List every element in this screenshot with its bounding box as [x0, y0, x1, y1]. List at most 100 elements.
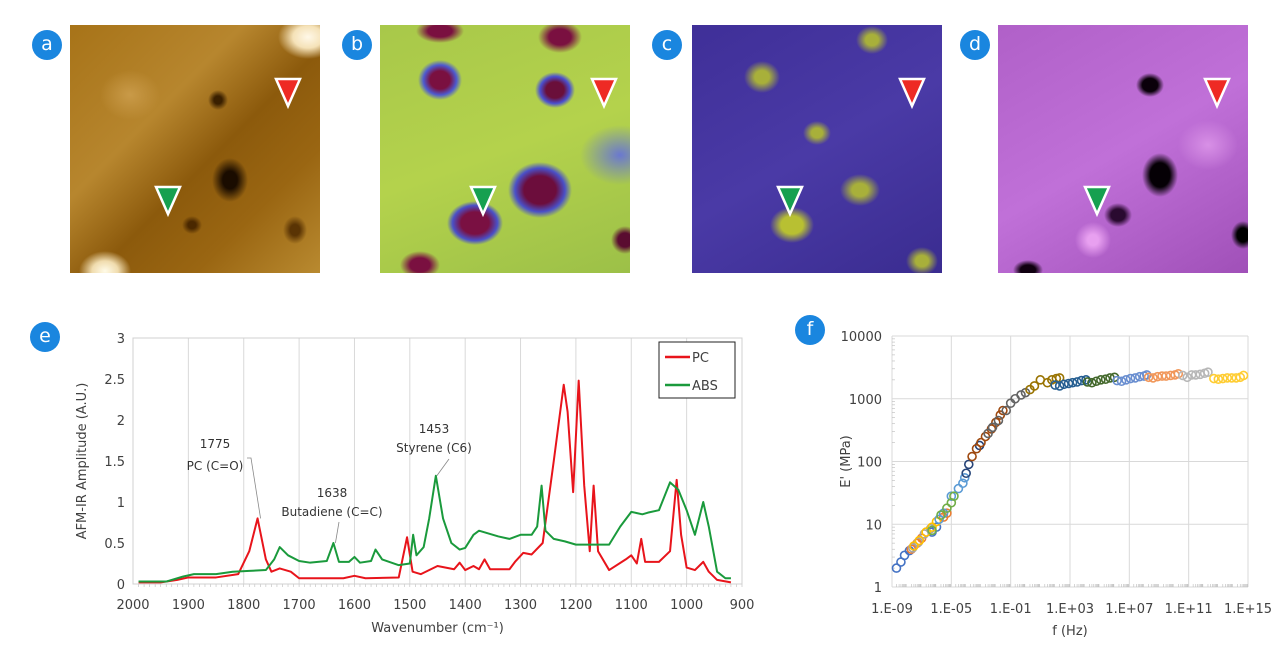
- e-ytick-label: 2: [117, 414, 125, 429]
- e-y-axis-label: AFM-IR Amplitude (A.U.): [75, 383, 90, 540]
- afm-ir-map-c: [692, 25, 942, 273]
- panel-label-a: a: [32, 30, 62, 60]
- f-data-point: [983, 428, 993, 439]
- f-data-point: [909, 541, 919, 551]
- f-data-point: [1096, 375, 1106, 385]
- f-ytick-label: 1000: [849, 393, 882, 408]
- e-ytick-label: 3: [117, 332, 125, 347]
- f-data-point: [1087, 377, 1097, 388]
- e-annotation-peak: 1453: [419, 422, 450, 436]
- f-ytick-label: 100: [857, 456, 882, 471]
- f-data-point: [1173, 368, 1184, 379]
- f-xtick-label: 1.E+15: [1224, 602, 1272, 617]
- e-annotation-peak: 1638: [317, 486, 348, 500]
- e-xtick-label: 900: [730, 598, 755, 613]
- e-ytick-label: 0: [117, 578, 125, 593]
- f-data-point: [1076, 375, 1087, 386]
- f-data-point: [1213, 374, 1224, 384]
- green-marker-triangle: [1083, 185, 1111, 218]
- f-data-point: [963, 459, 974, 470]
- e-xtick-label: 1300: [504, 598, 537, 613]
- f-data-point: [1029, 381, 1040, 391]
- f-data-point: [1203, 367, 1213, 377]
- e-series-abs: [138, 474, 731, 583]
- green-marker-triangle: [469, 185, 497, 218]
- e-ytick-label: 0.5: [104, 537, 125, 552]
- f-data-point: [1001, 405, 1012, 416]
- f-data-point: [1143, 372, 1154, 383]
- f-data-point: [1121, 375, 1131, 385]
- f-data-point: [942, 508, 952, 519]
- e-legend: [658, 341, 736, 399]
- f-data-point: [936, 510, 946, 520]
- e-xtick-label: 1700: [283, 598, 316, 613]
- e-ytick-label: 1: [117, 496, 125, 511]
- f-data-point: [1072, 377, 1082, 387]
- f-data-point: [1130, 373, 1141, 383]
- f-xtick-label: 1.E-09: [871, 602, 913, 617]
- panel-label-e: e: [30, 322, 60, 352]
- f-data-point: [958, 478, 968, 489]
- f-data-point: [1217, 373, 1228, 384]
- red-marker-triangle: [1203, 77, 1231, 110]
- f-xtick-label: 1.E+07: [1105, 602, 1153, 617]
- e-legend-label-pc: PC: [692, 351, 709, 366]
- f-data-point: [914, 535, 925, 546]
- e-xtick-label: 1400: [449, 598, 482, 613]
- f-data-point: [1161, 371, 1171, 381]
- f-data-point: [1082, 377, 1093, 387]
- f-data-point: [1238, 370, 1249, 381]
- e-annotation-label: PC (C=O): [187, 459, 244, 473]
- e-xtick-label: 1100: [615, 598, 648, 613]
- f-data-point: [971, 443, 982, 454]
- e-x-axis-label: Wavenumber (cm⁻¹): [371, 621, 504, 636]
- e-annotation-leader: [335, 521, 340, 544]
- f-data-point: [891, 563, 902, 573]
- f-data-point: [921, 527, 931, 537]
- afm-ir-map-b: [380, 25, 630, 273]
- f-data-point: [998, 405, 1008, 416]
- f-data-point: [1125, 373, 1136, 384]
- e-annotation-leader: [436, 458, 450, 476]
- e-xtick-label: 1800: [227, 598, 260, 613]
- f-x-axis-label: f (Hz): [1052, 624, 1087, 639]
- f-data-point: [1148, 373, 1158, 383]
- e-xtick-label: 1500: [393, 598, 426, 613]
- f-data-point: [1209, 373, 1219, 384]
- e-legend-label-abs: ABS: [692, 379, 718, 394]
- f-data-point: [967, 451, 977, 462]
- f-data-point: [959, 472, 970, 483]
- red-marker-triangle: [590, 77, 618, 110]
- e-ytick-label: 2.5: [104, 373, 125, 388]
- e-annotation-peak: 1775: [200, 437, 231, 451]
- e-annotation-label: Styrene (C6): [396, 441, 472, 455]
- panel-label-c: c: [652, 30, 682, 60]
- e-xtick-label: 1900: [172, 598, 205, 613]
- red-marker-triangle: [898, 77, 926, 110]
- f-data-point: [931, 516, 942, 527]
- f-data-point: [953, 483, 964, 494]
- f-data-point: [1190, 370, 1201, 380]
- e-annotation-leader: [247, 457, 261, 519]
- f-ytick-label: 1: [874, 581, 882, 596]
- f-data-point: [899, 550, 910, 561]
- e-plot-frame: [132, 337, 743, 585]
- f-data-point: [993, 415, 1004, 426]
- e-xtick-label: 1000: [670, 598, 703, 613]
- f-data-point: [949, 491, 959, 501]
- e-annotation-label: Butadiene (C=C): [281, 505, 382, 519]
- f-xtick-label: 1.E-05: [930, 602, 972, 617]
- f-data-point: [1112, 375, 1122, 386]
- f-y-axis-label: E' (MPa): [839, 435, 854, 488]
- f-data-point: [1100, 374, 1111, 384]
- f-xtick-label: 1.E+11: [1165, 602, 1213, 617]
- panel-label-b: b: [342, 30, 372, 60]
- panel-label-d: d: [960, 30, 990, 60]
- e-xtick-label: 1200: [559, 598, 592, 613]
- f-data-point: [1222, 373, 1233, 383]
- e-xtick-label: 2000: [116, 598, 149, 613]
- f-data-point: [1091, 376, 1102, 387]
- f-xtick-label: 1.E+03: [1046, 602, 1094, 617]
- f-data-point: [1116, 376, 1127, 387]
